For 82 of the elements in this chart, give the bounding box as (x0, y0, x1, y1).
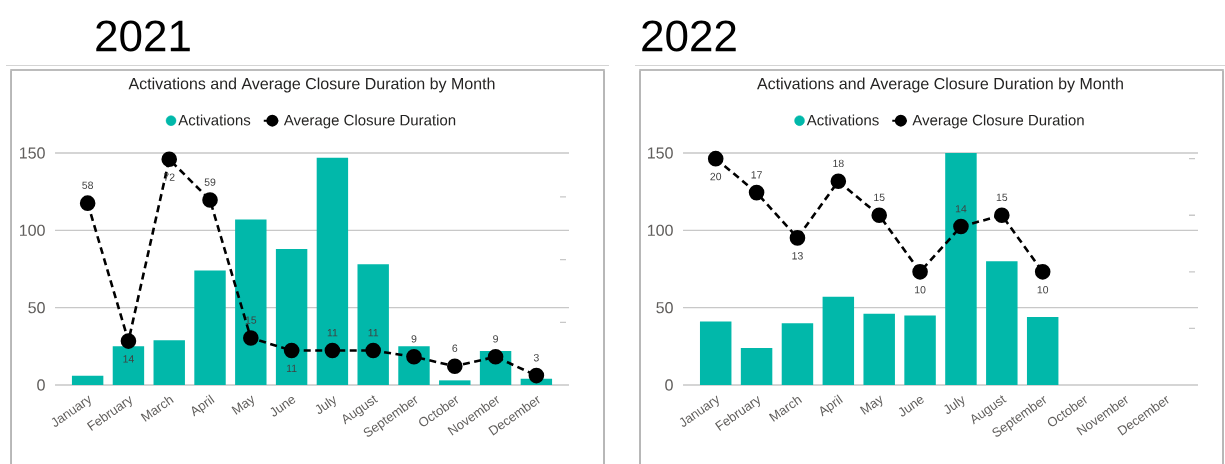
data-label: 59 (204, 178, 216, 186)
point (487, 348, 504, 365)
y-tick-label: 0 (665, 379, 673, 391)
data-label: 72 (163, 173, 175, 181)
data-label: 15 (245, 316, 257, 324)
bar (153, 340, 185, 385)
data-label: 18 (833, 159, 844, 168)
point (748, 184, 765, 201)
bar (740, 347, 773, 385)
bar (194, 270, 226, 385)
data-label: 15 (874, 193, 885, 202)
data-label: 3 (533, 353, 539, 362)
bar (316, 157, 349, 385)
data-label: 11 (368, 329, 379, 337)
data-label: 14 (955, 205, 967, 213)
point (789, 230, 806, 246)
data-label: 15 (996, 193, 1008, 202)
point (120, 333, 137, 349)
point (528, 367, 545, 384)
x-tick-label: July (944, 395, 965, 414)
y-tick-label: 100 (648, 224, 673, 236)
bar (439, 380, 471, 385)
data-label: 6 (452, 344, 458, 352)
x-tick-label: June (270, 396, 296, 417)
x-tick-label: May (231, 395, 254, 415)
legend-label: Average Closure Duration (912, 114, 1084, 129)
data-label: 14 (123, 355, 134, 363)
data-label: 9 (493, 335, 498, 343)
bar (986, 261, 1018, 385)
bar (904, 315, 936, 385)
legend-label: Average Closure Duration (283, 114, 456, 129)
point (912, 264, 928, 280)
point (994, 207, 1010, 224)
point (283, 342, 300, 359)
chart-title: 2022 (642, 20, 736, 52)
bar (357, 264, 389, 385)
point (243, 330, 259, 346)
x-tick-label: May (859, 395, 883, 415)
point (953, 218, 969, 235)
legend-label: Activations (178, 114, 251, 126)
data-label: 58 (82, 181, 94, 189)
point (324, 342, 341, 359)
y-tick-label: 100 (20, 224, 45, 236)
chart-subtitle: Activations and Average Closure Duration by Month (128, 77, 495, 93)
point (202, 192, 218, 208)
x-tick-label: July (315, 395, 336, 414)
bar (699, 321, 732, 385)
bar (235, 219, 267, 385)
point (365, 342, 381, 359)
point (79, 195, 96, 211)
point (406, 348, 422, 365)
bar (863, 313, 895, 385)
legend-label: Activations (806, 114, 879, 126)
y-tick-label: 50 (28, 302, 45, 314)
y-tick-label: 150 (20, 147, 45, 159)
bar (275, 248, 308, 385)
data-label: 11 (327, 329, 338, 337)
data-label: 13 (792, 252, 803, 260)
y-tick-label: 0 (37, 379, 45, 391)
point (707, 150, 724, 167)
data-label: 20 (710, 172, 722, 181)
data-label: 10 (1037, 286, 1049, 294)
point (1034, 264, 1051, 280)
data-label: 9 (411, 335, 417, 343)
chart-subtitle: Activations and Average Closure Duration by Month (757, 77, 1123, 93)
bar (945, 153, 977, 385)
point (161, 151, 178, 168)
x-tick-label: June (898, 396, 924, 417)
bar (781, 323, 814, 385)
data-label: 17 (751, 171, 762, 179)
data-label: 10 (915, 286, 926, 294)
point (871, 207, 887, 224)
y-tick-label: 150 (648, 147, 673, 159)
bar (822, 296, 855, 385)
bar (71, 375, 104, 385)
data-label: 11 (286, 364, 297, 372)
point (830, 173, 847, 190)
point (446, 358, 463, 374)
y-tick-label: 50 (656, 302, 673, 314)
chart-title: 2021 (96, 20, 190, 52)
bar (1026, 316, 1059, 385)
bar (112, 346, 145, 385)
